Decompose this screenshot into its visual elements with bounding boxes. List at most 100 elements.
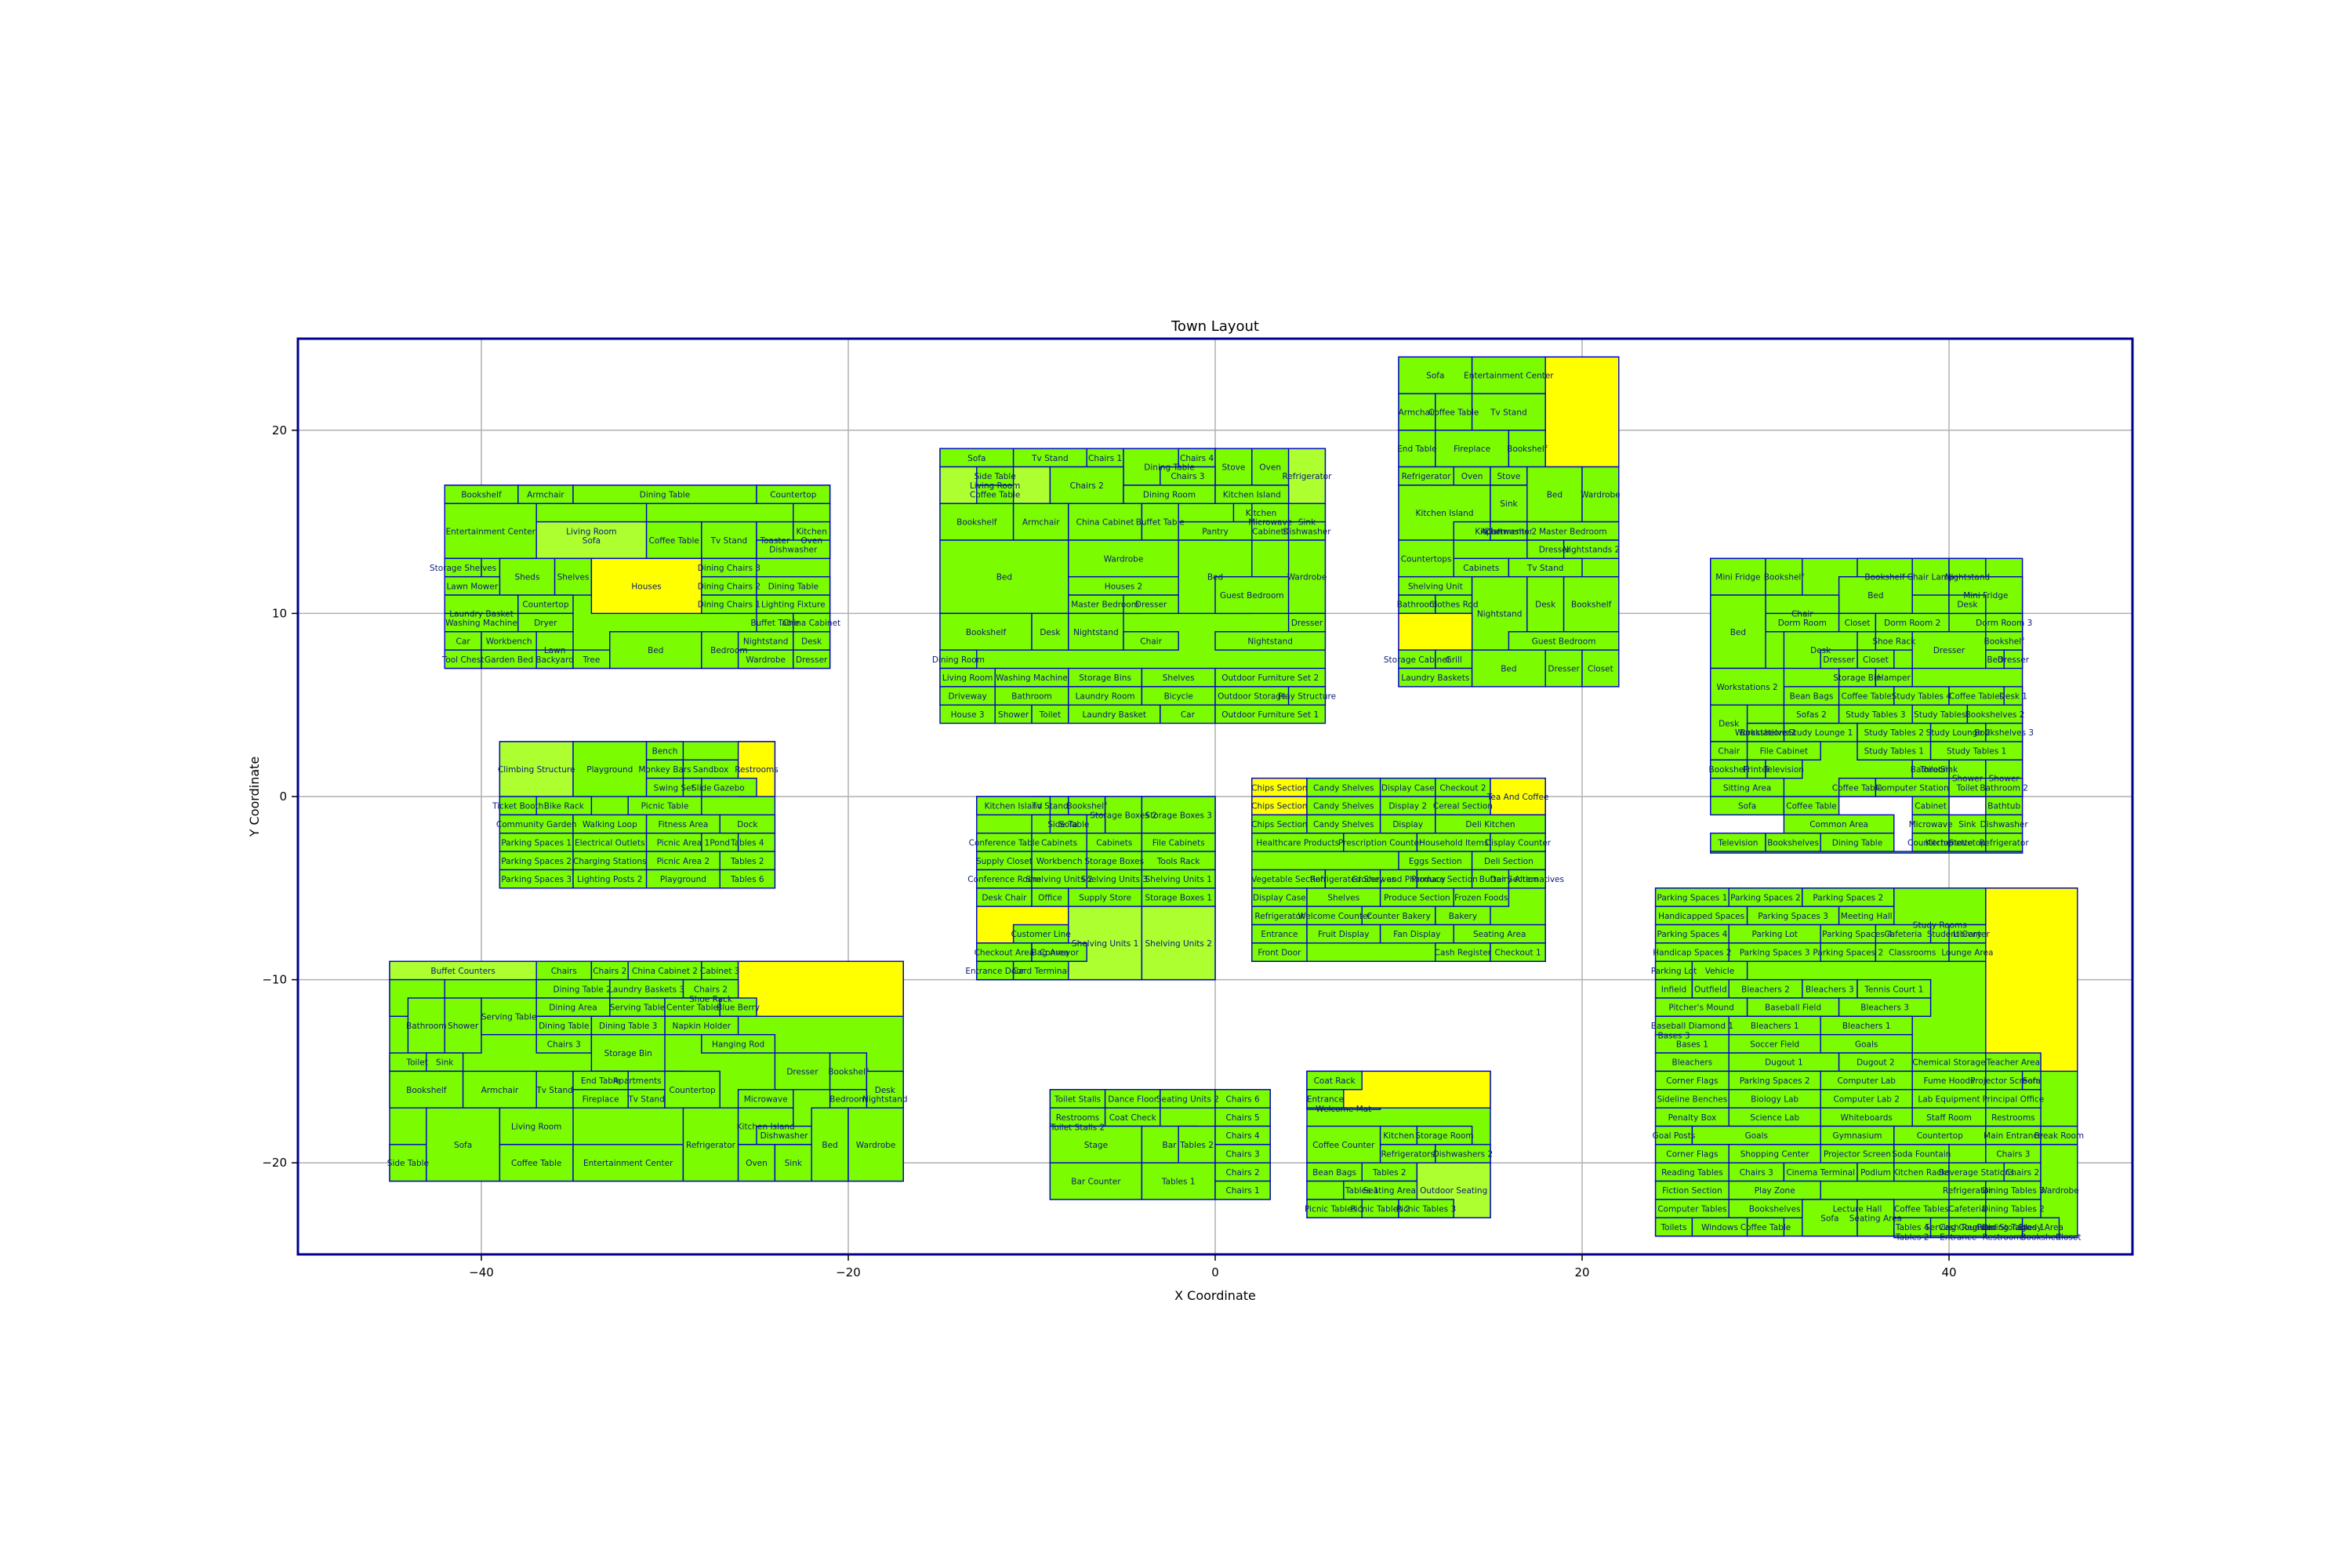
layout-label: Bleachers 3 (1860, 1004, 1909, 1013)
layout-rect (811, 1107, 849, 1182)
layout-label: Microwave (1909, 820, 1953, 829)
layout-rect (737, 1144, 776, 1182)
layout-label: Picnic Tables 2 (1351, 1205, 1410, 1214)
layout-label: Bathroom (1011, 692, 1052, 702)
layout-label: Sink (1298, 518, 1316, 528)
layout-label: Bag Area (1031, 949, 1069, 958)
layout-rect (1435, 430, 1510, 468)
layout-rect (1398, 539, 1454, 578)
layout-rect (1544, 649, 1583, 688)
layout-rect (1563, 575, 1620, 633)
layout-label: Windows (1701, 1223, 1738, 1232)
layout-label: Chairs 4 (1180, 454, 1214, 463)
layout-label: Picnic Table (641, 802, 689, 811)
layout-rect (1160, 466, 1216, 486)
layout-label: Parking Spaces 2 (1740, 1076, 1810, 1086)
layout-rect (499, 1144, 574, 1182)
layout-label: Playground (660, 875, 706, 884)
layout-label: Hanging Rod (712, 1040, 764, 1049)
layout-label: Bar (1163, 1141, 1178, 1150)
layout-rect (701, 521, 757, 560)
layout-rect (701, 777, 757, 797)
layout-label: Bookshelves (1767, 838, 1819, 848)
layout-label: Dorm Room (1778, 619, 1827, 628)
layout-label: Tables 4 (730, 838, 764, 848)
layout-label: Shelves (557, 573, 590, 583)
layout-label: Grill (1446, 655, 1462, 665)
layout-label: House 3 (951, 710, 985, 720)
layout-label: Whiteboards (1841, 1113, 1893, 1123)
layout-label: Charging Stations (573, 857, 647, 866)
layout-label: Display 2 (1388, 802, 1427, 811)
layout-label: Bases 1 (1676, 1040, 1708, 1049)
layout-label: Dining Area (549, 1004, 597, 1013)
layout-rect (1911, 759, 1950, 779)
x-tick-label: −40 (469, 1265, 494, 1279)
layout-rect (2058, 1235, 2078, 1239)
layout-label: Study Tables (1914, 710, 1965, 720)
layout-label: Bleachers 1 (1842, 1022, 1891, 1031)
layout-label: Bookshelf (1984, 637, 2025, 646)
layout-label: Dance Floor (1108, 1094, 1158, 1104)
layout-label: Desk Chair (982, 893, 1027, 902)
layout-label: Lab Equipment (1918, 1094, 1980, 1104)
layout-label: Wardrobe (1581, 491, 1621, 500)
layout-label: Climbing Structure (498, 765, 575, 775)
layout-rect (848, 1107, 904, 1182)
layout-label: Parking Spaces 1 (1657, 893, 1728, 902)
layout-label: Chairs 3 (1226, 1150, 1260, 1160)
layout-label: Countertop (770, 491, 817, 500)
layout-label: Podium (1860, 1168, 1891, 1178)
layout-rect (1068, 612, 1124, 651)
layout-label: Garden Bed (485, 655, 533, 665)
layout-label: Dresser (1823, 655, 1855, 665)
layout-label: Dining Table 3 (599, 1022, 657, 1031)
layout-label: Parking Spaces 3 (1758, 912, 1828, 921)
layout-label: Oven (1259, 463, 1281, 473)
layout-label: Baseball Diamond 1 (1651, 1022, 1733, 1031)
layout-label: Kitchen Island (985, 802, 1043, 811)
layout-label: Bookshelf (1864, 573, 1905, 583)
layout-rect (939, 503, 1014, 541)
layout-label: Walking Loop (583, 820, 637, 829)
layout-rect (1490, 942, 1546, 962)
layout-label: Study Rooms (1913, 921, 1967, 931)
layout-label: Display (1392, 820, 1423, 829)
layout-label: Lecture Hall (1833, 1205, 1882, 1214)
layout-label: Napkin Holder (672, 1022, 731, 1031)
layout-rect (1398, 1199, 1454, 1218)
layout-label: Conference Room (967, 875, 1040, 884)
layout-label: Tv Stand (710, 536, 748, 546)
layout-label: Entrance (1940, 1233, 1976, 1243)
layout-label: Display Case (1253, 893, 1306, 902)
layout-label: Storage Boxes 3 (1145, 811, 1212, 820)
layout-label: Corner Flags (1666, 1076, 1718, 1086)
layout-label: Toilet (1039, 710, 1061, 720)
layout-label: Parking Spaces 3 (501, 875, 572, 884)
layout-label: Cabinet (1915, 802, 1947, 811)
layout-label: Driveway (948, 692, 986, 702)
layout-rect (1710, 704, 1748, 742)
layout-label: Storage Boxes 2 (1090, 811, 1157, 820)
layout-label: Dishwasher (769, 546, 818, 555)
layout-label: Coffee Table (1841, 692, 1891, 702)
layout-label: Break Room (2034, 1131, 2085, 1141)
layout-label: Nightstand (1945, 573, 1991, 583)
layout-label: Cash Register (1435, 949, 1492, 958)
layout-label: Bookshelf (966, 628, 1007, 637)
layout-label: Storage Shelves (430, 564, 496, 573)
layout-label: Shower (998, 710, 1029, 720)
layout-label: Tv Stand (1490, 408, 1527, 417)
layout-label: Apartments 2 (1481, 527, 1537, 536)
layout-label: Candy Shelves (1313, 783, 1374, 793)
layout-label: Bathroom (1911, 765, 1951, 775)
layout-label: Tv Stand (1526, 564, 1564, 573)
layout-label: Shelving Units 2 (1025, 875, 1092, 884)
layout-label: Display Case (1381, 783, 1435, 793)
layout-label: Refrigerated Shelves (1310, 875, 1396, 884)
layout-label: Workbench (1036, 857, 1083, 866)
layout-rect (1490, 485, 1528, 523)
layout-label: Kitchen (1383, 1131, 1414, 1141)
layout-label: Eggs Section (1409, 857, 1462, 866)
layout-label: Entrance (1307, 1094, 1344, 1104)
